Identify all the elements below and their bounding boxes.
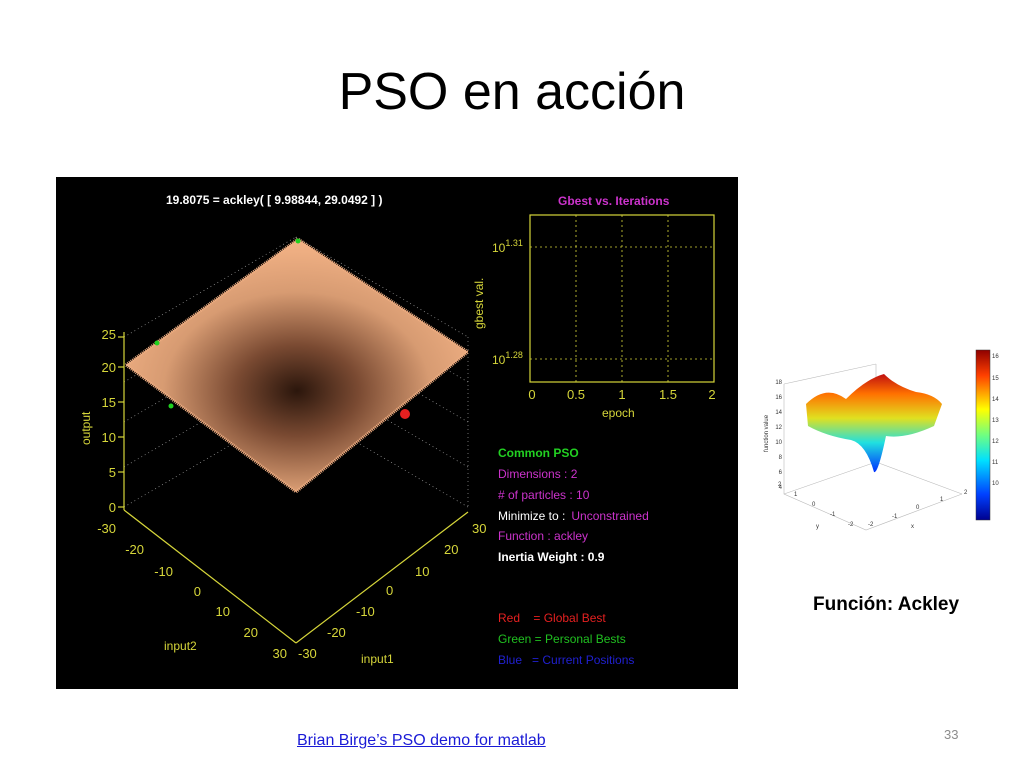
surface-axes (118, 332, 469, 644)
slide-title: PSO en acción (338, 63, 686, 121)
input1-tick-label: 10 (415, 564, 429, 579)
z-axis-label: output (79, 411, 93, 445)
side-y-ticks: 2 1 0 -1 -2 (778, 482, 854, 528)
ackley-surface (126, 239, 468, 492)
side-z-tick: 12 (775, 425, 782, 431)
pso-info-block: Common PSO Dimensions : 2 # of particles… (498, 446, 649, 564)
z-tick-label: 20 (102, 360, 116, 375)
side-colorbar-tick: 14 (992, 397, 999, 403)
input2-tick-labels: -30 -20 -10 0 10 20 30 (97, 521, 287, 661)
side-z-tick: 14 (775, 410, 782, 416)
particle-legend: Red = Global Best Green = Personal Bests… (498, 611, 634, 667)
z-tick-label: 15 (102, 395, 116, 410)
pso-demo-figure: 19.8075 = ackley( [ 9.98844, 29.0492 ] )… (56, 177, 738, 689)
side-x-tick: 0 (916, 505, 920, 511)
ackley-surface-figure: 18 16 14 12 10 8 6 4 function value 2 1 … (756, 344, 1000, 540)
side-colorbar-tick: 16 (992, 354, 999, 360)
side-colorbar-tick: 10 (992, 481, 999, 487)
side-x-tick: -1 (892, 514, 898, 520)
input1-tick-label: -10 (356, 604, 375, 619)
side-z-label: function value (764, 414, 770, 452)
personal-best-particle (168, 403, 174, 409)
input1-tick-label: 20 (444, 542, 458, 557)
input2-tick-label: 0 (194, 584, 201, 599)
z-tick-label: 0 (109, 500, 116, 515)
input2-tick-label: 10 (216, 604, 230, 619)
side-colorbar-tick: 12 (992, 439, 999, 445)
side-colorbar-tick: 13 (992, 418, 999, 424)
gbest-x-tick-label: 1 (618, 387, 625, 402)
gbest-x-tick-label: 2 (708, 387, 715, 402)
input1-tick-label: -30 (298, 646, 317, 661)
side-z-tick: 10 (775, 440, 782, 446)
surface-rim-noise (123, 237, 471, 494)
gbest-plot-title: Gbest vs. Iterations (558, 194, 670, 208)
legend-red: Red = Global Best (498, 611, 606, 625)
surface-title: 19.8075 = ackley( [ 9.98844, 29.0492 ] ) (166, 193, 383, 207)
info-minimize: Minimize to : Unconstrained (498, 509, 649, 523)
info-inertia: Inertia Weight : 0.9 (498, 550, 605, 564)
gbest-x-tick-labels: 0 0.5 1 1.5 2 (528, 387, 715, 402)
page-number: 33 (944, 727, 959, 742)
input2-tick-label: -20 (125, 542, 144, 557)
side-z-tick: 16 (775, 395, 782, 401)
input1-tick-label: -20 (327, 625, 346, 640)
side-z-tick: 4 (779, 485, 783, 491)
input1-tick-label: 30 (472, 521, 486, 536)
side-ackley-surface (806, 374, 942, 473)
gbest-x-axis-label: epoch (602, 406, 635, 420)
z-tick-labels: 0 5 10 15 20 25 (102, 327, 116, 515)
side-colorbar-tick: 15 (992, 376, 999, 382)
side-x-tick: -2 (868, 522, 874, 528)
input2-tick-label: -10 (154, 564, 173, 579)
input2-tick-label: -30 (97, 521, 116, 536)
side-colorbar-tick: 11 (992, 460, 999, 466)
gbest-y-tick-labels: 101.31 101.28 (492, 238, 523, 367)
gbest-x-tick-label: 0.5 (567, 387, 585, 402)
side-box-grid (783, 363, 963, 531)
legend-green: Green = Personal Bests (498, 632, 626, 646)
z-tick-label: 5 (109, 465, 116, 480)
side-figure-caption: Función: Ackley (813, 594, 960, 615)
input2-tick-label: 30 (273, 646, 287, 661)
side-z-ticks: 18 16 14 12 10 8 6 4 (775, 380, 782, 491)
input1-tick-label: 0 (386, 583, 393, 598)
input1-axis-label: input1 (361, 652, 394, 666)
gbest-y-tick-label: 101.28 (492, 350, 523, 367)
input1-tick-labels: -30 -20 -10 0 10 20 30 (298, 521, 486, 661)
side-x-ticks: -2 -1 0 1 2 (868, 490, 968, 528)
gbest-x-tick-label: 0 (528, 387, 535, 402)
side-y-label: y (816, 524, 819, 530)
z-tick-label: 10 (102, 430, 116, 445)
info-particles: # of particles : 10 (498, 488, 590, 502)
side-colorbar-ticks: 16 15 14 13 12 11 10 (992, 354, 999, 487)
gbest-y-tick-label: 101.31 (492, 238, 523, 255)
side-y-tick: 2 (778, 482, 782, 488)
side-z-tick: 8 (779, 455, 783, 461)
info-heading: Common PSO (498, 446, 579, 460)
side-y-tick: 0 (812, 502, 816, 508)
side-z-tick: 18 (775, 380, 782, 386)
gbest-plot-grid (530, 215, 714, 382)
source-link[interactable]: Brian Birge’s PSO demo for matlab (297, 732, 546, 749)
legend-blue: Blue = Current Positions (498, 653, 634, 667)
gbest-x-tick-label: 1.5 (659, 387, 677, 402)
side-x-label: x (911, 524, 914, 530)
side-y-tick: -2 (848, 522, 854, 528)
gbest-y-axis-label: gbest val. (472, 278, 486, 329)
side-y-tick: -1 (830, 512, 836, 518)
personal-best-particle (154, 340, 160, 346)
z-tick-label: 25 (102, 327, 116, 342)
side-x-tick: 1 (940, 497, 944, 503)
personal-best-particle (295, 238, 301, 244)
info-dimensions: Dimensions : 2 (498, 467, 578, 481)
global-best-particle (400, 409, 410, 419)
input2-axis-label: input2 (164, 639, 197, 653)
info-function: Function : ackley (498, 529, 588, 543)
input2-tick-label: 20 (244, 625, 258, 640)
side-y-tick: 1 (794, 492, 798, 498)
side-z-tick: 6 (779, 470, 783, 476)
side-x-tick: 2 (964, 490, 968, 496)
side-colorbar (975, 349, 991, 521)
